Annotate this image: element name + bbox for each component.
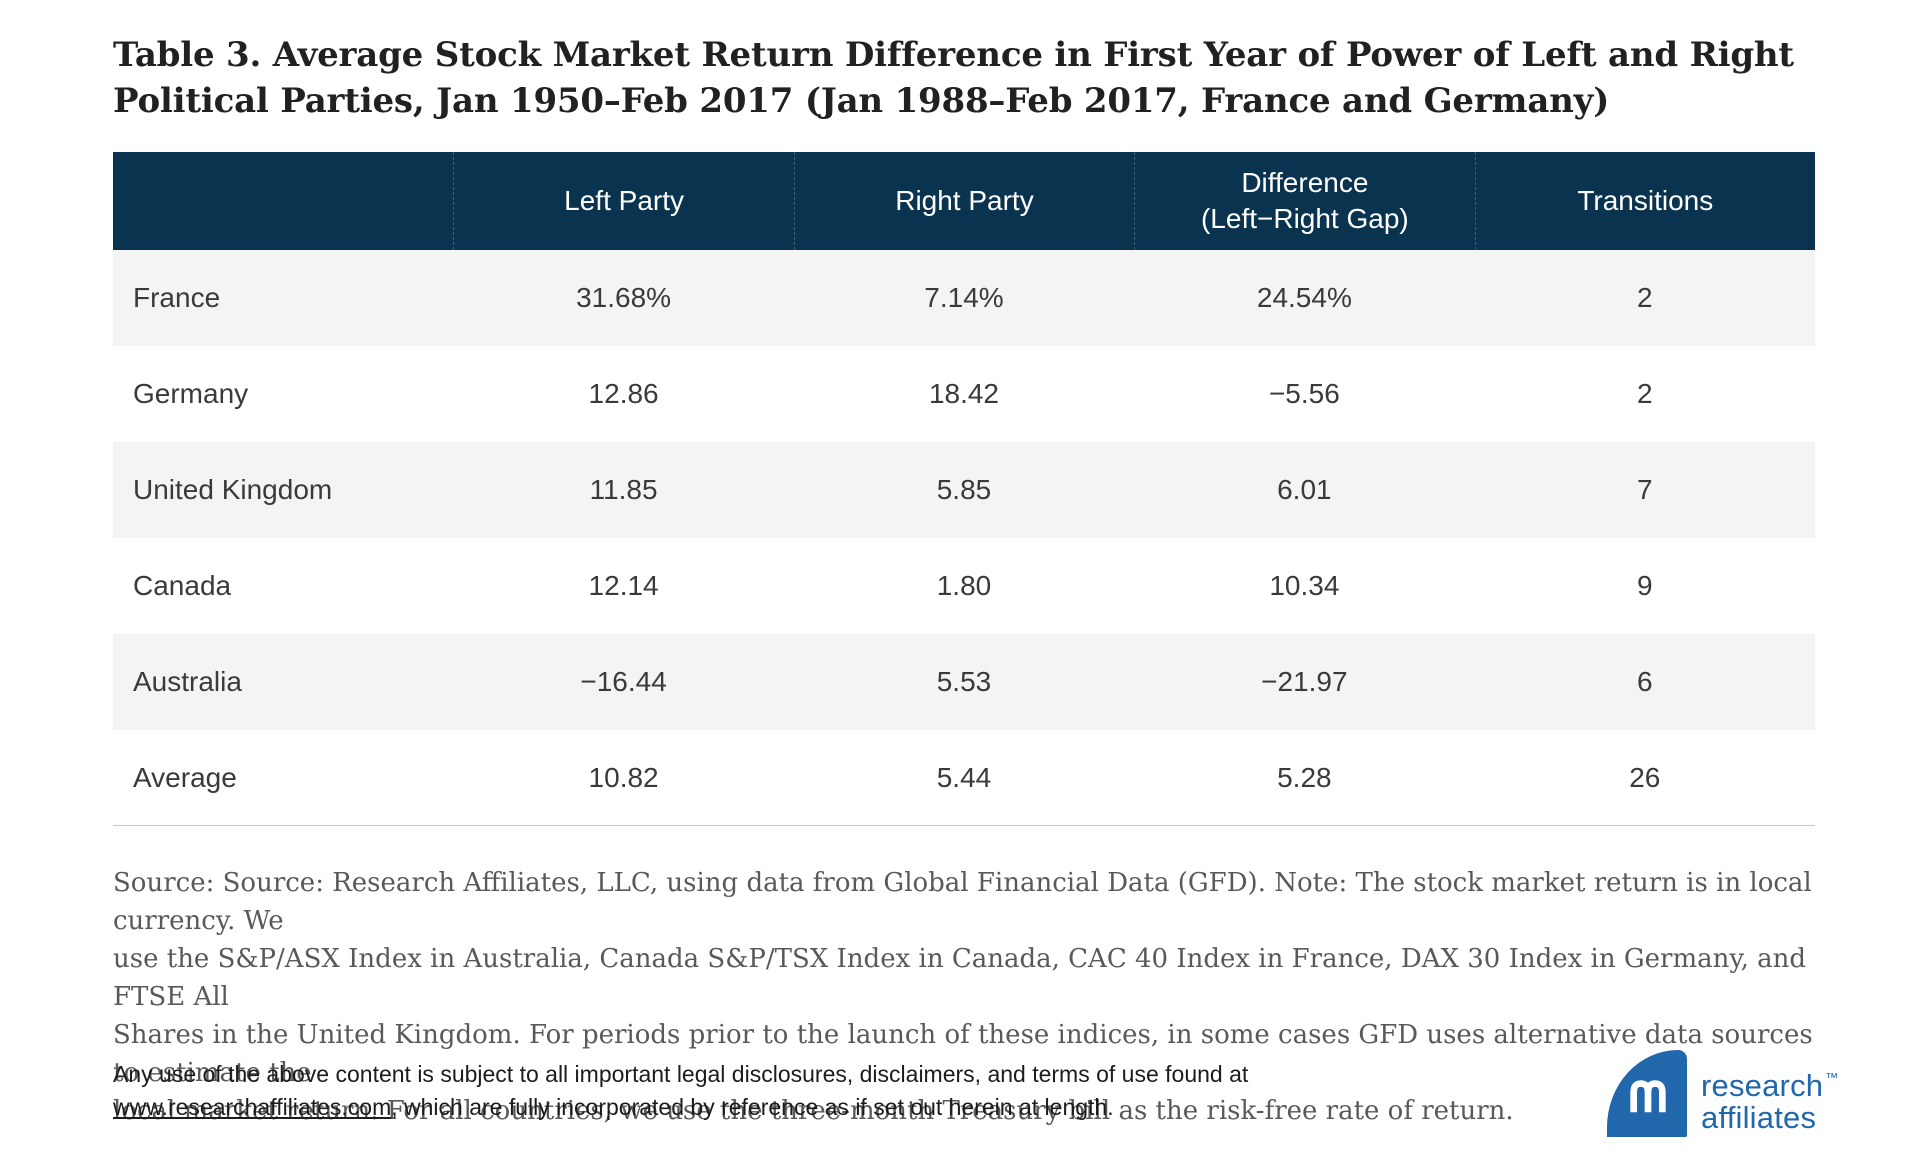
table-row-france: France 31.68% 7.14% 24.54% 2 bbox=[113, 250, 1815, 346]
table-title-line-1: Table 3. Average Stock Market Return Dif… bbox=[113, 35, 1794, 75]
column-header-left-party: Left Party bbox=[453, 152, 794, 250]
source-note-line-1: Source: Source: Research Affiliates, LLC… bbox=[113, 868, 1812, 936]
column-header-right-party: Right Party bbox=[793, 152, 1135, 250]
row-label: Average bbox=[113, 730, 454, 826]
table-title: Table 3. Average Stock Market Return Dif… bbox=[113, 32, 1833, 124]
transitions-value: 26 bbox=[1474, 730, 1815, 826]
left-party-value: 10.82 bbox=[453, 730, 794, 826]
logo-wordmark: research ™ affiliates bbox=[1701, 1062, 1838, 1134]
table-row-united-kingdom: United Kingdom 11.85 5.85 6.01 7 bbox=[113, 442, 1815, 538]
source-note-line-4: local market return. For all countries, … bbox=[113, 1096, 1514, 1126]
legal-disclaimer: Any use of the above content is subject … bbox=[113, 1058, 1513, 1124]
returns-table-header: Left Party Right Party Difference (Left−… bbox=[113, 152, 1815, 250]
table-row-average: Average 10.82 5.44 5.28 26 bbox=[113, 730, 1815, 826]
difference-value: 10.34 bbox=[1134, 538, 1475, 634]
table-row-germany: Germany 12.86 18.42 −5.56 2 bbox=[113, 346, 1815, 442]
row-label: United Kingdom bbox=[113, 442, 454, 538]
trademark-symbol: ™ bbox=[1825, 1070, 1839, 1085]
table-row-australia: Australia −16.44 5.53 −21.97 6 bbox=[113, 634, 1815, 730]
left-party-value: 11.85 bbox=[453, 442, 794, 538]
column-header-difference: Difference (Left−Right Gap) bbox=[1134, 152, 1475, 250]
source-note-line-3: Shares in the United Kingdom. For period… bbox=[113, 1020, 1813, 1088]
legal-line-2-rest: , which are fully incorporated by refere… bbox=[391, 1094, 1114, 1120]
right-party-value: 1.80 bbox=[793, 538, 1135, 634]
difference-value: −5.56 bbox=[1134, 346, 1475, 442]
right-party-value: 18.42 bbox=[793, 346, 1135, 442]
research-affiliates-logo: research ™ affiliates bbox=[1607, 1050, 1838, 1140]
right-party-value: 5.85 bbox=[793, 442, 1135, 538]
ra-logo-mark-icon bbox=[1607, 1050, 1687, 1137]
difference-value: 5.28 bbox=[1134, 730, 1475, 826]
row-label: Canada bbox=[113, 538, 454, 634]
right-party-value: 5.53 bbox=[793, 634, 1135, 730]
row-label: France bbox=[113, 250, 454, 346]
row-label: Germany bbox=[113, 346, 454, 442]
difference-value: 6.01 bbox=[1134, 442, 1475, 538]
returns-table-body: France 31.68% 7.14% 24.54% 2 Germany 12.… bbox=[113, 250, 1815, 826]
source-note: Source: Source: Research Affiliates, LLC… bbox=[113, 864, 1813, 1130]
difference-value: −21.97 bbox=[1134, 634, 1475, 730]
table-row-canada: Canada 12.14 1.80 10.34 9 bbox=[113, 538, 1815, 634]
difference-value: 24.54% bbox=[1134, 250, 1475, 346]
left-party-value: 12.86 bbox=[453, 346, 794, 442]
returns-table: Left Party Right Party Difference (Left−… bbox=[113, 152, 1815, 826]
ra-monogram-icon bbox=[1630, 1080, 1666, 1113]
legal-line-1: Any use of the above content is subject … bbox=[113, 1061, 1249, 1087]
column-header-country bbox=[113, 152, 454, 250]
column-header-transitions: Transitions bbox=[1474, 152, 1815, 250]
right-party-value: 5.44 bbox=[793, 730, 1135, 826]
left-party-value: 31.68% bbox=[453, 250, 794, 346]
transitions-value: 9 bbox=[1474, 538, 1815, 634]
source-note-line-2: use the S&P/ASX Index in Australia, Cana… bbox=[113, 944, 1807, 1012]
right-party-value: 7.14% bbox=[793, 250, 1135, 346]
table-title-line-2: Political Parties, Jan 1950–Feb 2017 (Ja… bbox=[113, 81, 1610, 121]
researchaffiliates-link[interactable]: www.researchaffiliates.com bbox=[113, 1094, 392, 1120]
left-party-value: 12.14 bbox=[453, 538, 794, 634]
row-label: Australia bbox=[113, 634, 454, 730]
logo-word-research: research ™ bbox=[1701, 1068, 1839, 1103]
transitions-value: 6 bbox=[1474, 634, 1815, 730]
logo-word-affiliates: affiliates bbox=[1701, 1100, 1817, 1135]
left-party-value: −16.44 bbox=[453, 634, 794, 730]
transitions-value: 7 bbox=[1474, 442, 1815, 538]
transitions-value: 2 bbox=[1474, 346, 1815, 442]
header-row: Left Party Right Party Difference (Left−… bbox=[113, 152, 1815, 250]
transitions-value: 2 bbox=[1474, 250, 1815, 346]
legal-line-2: www.researchaffiliates.com, which are fu… bbox=[113, 1091, 1513, 1124]
